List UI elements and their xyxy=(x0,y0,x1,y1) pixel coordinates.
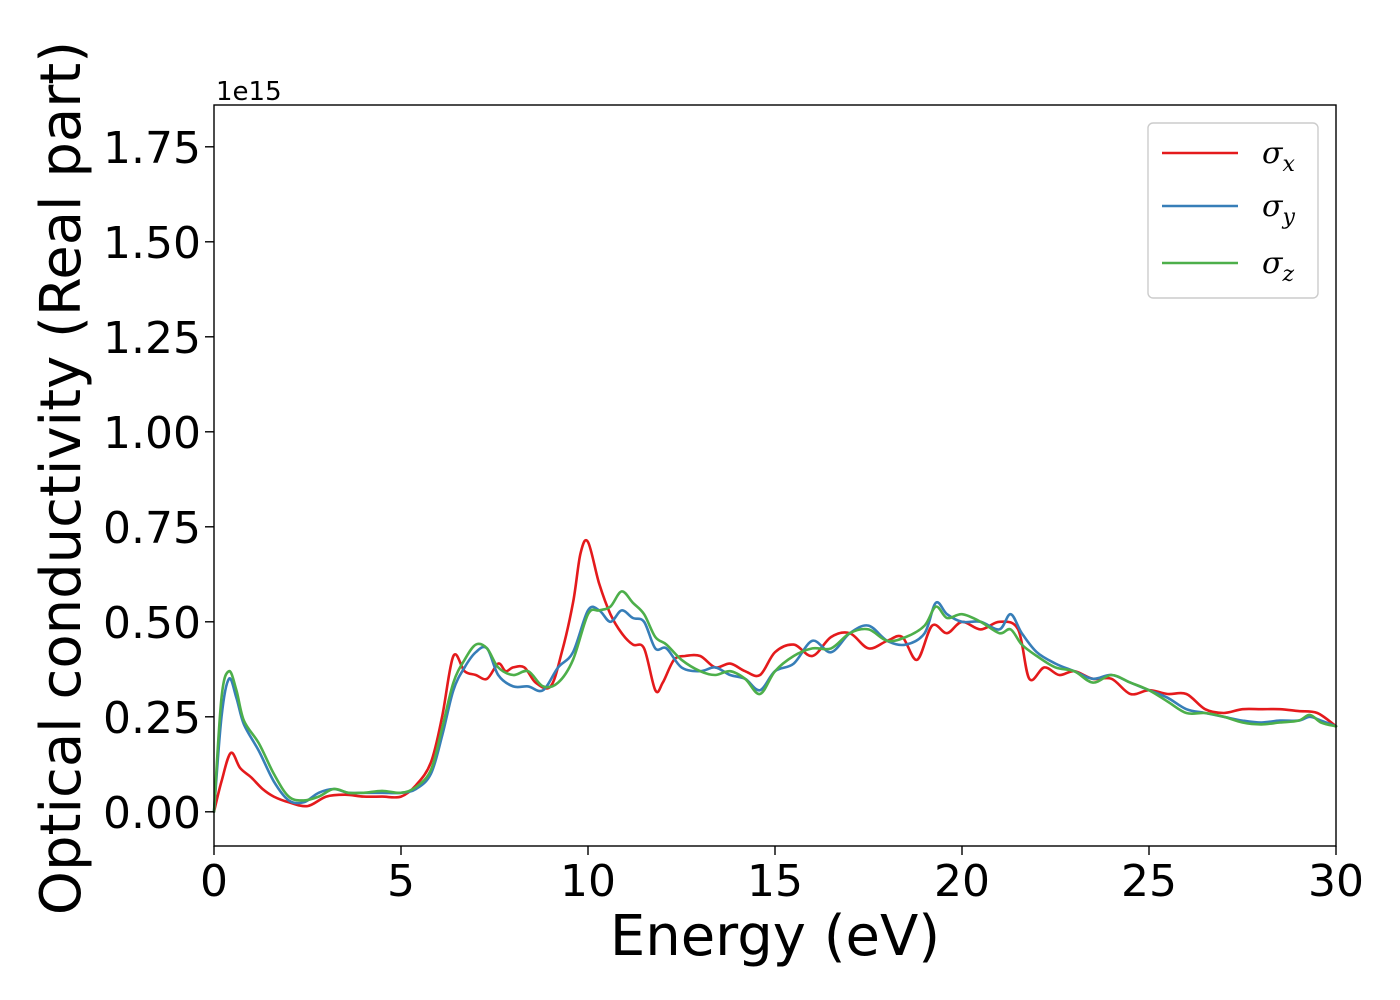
x-tick-label: 10 xyxy=(560,856,616,907)
y-tick-label: 1.00 xyxy=(103,408,201,459)
y-offset-label: 1e15 xyxy=(216,77,282,107)
legend-label-sigma-z: σz xyxy=(1262,246,1294,287)
legend-sigma-y-base: σ xyxy=(1262,189,1284,224)
y-axis: 0.00 0.25 0.50 0.75 1.00 1.25 1.50 1.75 xyxy=(103,123,214,839)
y-tick-label: 0.75 xyxy=(103,503,201,554)
y-tick-label: 0.00 xyxy=(103,788,201,839)
legend-sigma-y-sub: y xyxy=(1281,205,1295,230)
x-axis: 0 5 10 15 20 25 30 xyxy=(200,846,1364,907)
x-axis-label: Energy (eV) xyxy=(610,904,940,969)
y-tick-label: 0.50 xyxy=(103,598,201,649)
x-tick-label: 25 xyxy=(1121,856,1177,907)
legend-label-sigma-y: σy xyxy=(1262,189,1295,230)
y-axis-label: Optical conductivity (Real part) xyxy=(29,41,94,915)
legend-item-sigma-z: σz xyxy=(1162,246,1294,287)
series-line-sigma-z xyxy=(212,590,1338,814)
x-tick-label: 0 xyxy=(200,856,228,907)
x-tick-label: 20 xyxy=(934,856,990,907)
x-tick-label: 5 xyxy=(387,856,415,907)
series-line-sigma-y xyxy=(212,600,1338,814)
x-tick-label: 30 xyxy=(1308,856,1364,907)
legend-item-sigma-y: σy xyxy=(1162,189,1295,230)
legend-sigma-z-sub: z xyxy=(1281,262,1294,287)
legend-item-sigma-x: σx xyxy=(1162,136,1295,177)
series-line-sigma-x xyxy=(212,538,1338,814)
legend-sigma-x-base: σ xyxy=(1262,136,1284,171)
y-tick-label: 1.25 xyxy=(103,313,201,364)
legend-sigma-z-base: σ xyxy=(1262,246,1284,281)
legend-box xyxy=(1147,122,1319,299)
y-tick-label: 1.50 xyxy=(103,218,201,269)
legend-label-sigma-x: σx xyxy=(1262,136,1295,177)
legend: σx σy σz xyxy=(1147,122,1319,299)
series-layer xyxy=(212,538,1338,814)
y-tick-label: 0.25 xyxy=(103,693,201,744)
legend-sigma-x-sub: x xyxy=(1282,152,1295,177)
y-tick-label: 1.75 xyxy=(103,123,201,174)
x-tick-label: 15 xyxy=(747,856,803,907)
